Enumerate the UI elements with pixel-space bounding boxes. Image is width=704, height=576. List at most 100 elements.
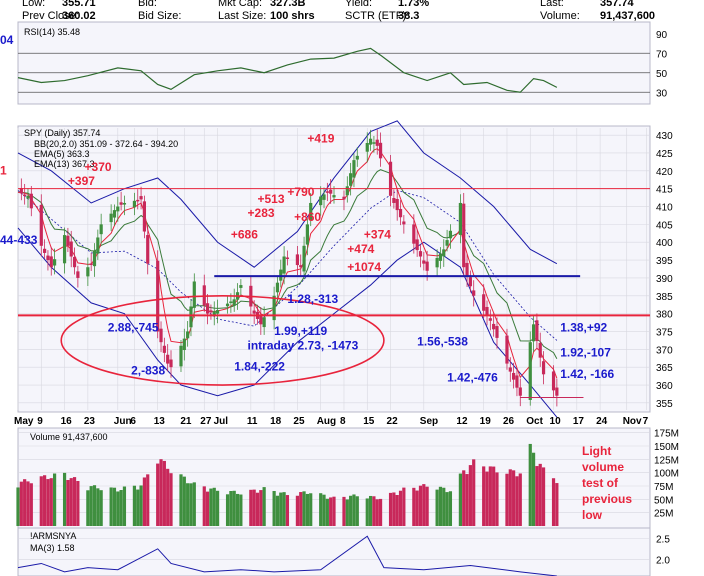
volume-bar [62,472,67,526]
x-tick-label: Jul [214,416,229,427]
candle-body [136,199,140,202]
volume-bar [322,494,326,526]
arms-ma-line [17,535,557,576]
candle-body [259,315,263,325]
volume-bar [518,473,522,526]
volume-bar [146,474,150,526]
volume-bar [92,485,97,526]
arms-tick-label: 2.5 [656,534,670,545]
bollinger-lower [17,227,558,418]
volume-bar [368,495,373,526]
rsi-tick-label: 70 [656,49,668,60]
price-tick-label: 400 [656,238,673,249]
volume-bar [438,486,443,526]
header-label: Low: [22,0,45,9]
candle-body [402,221,406,225]
volume-bar [345,499,349,526]
volume-bar [295,495,300,526]
volume-bar [468,465,472,526]
volume-bar [425,486,429,526]
tick-annotation: +513 [257,192,284,206]
candle-body [422,260,426,264]
arms-panel [17,527,651,576]
candle-body [192,281,196,308]
volume-bar [319,493,323,526]
candle-body [485,306,489,316]
volume-bar [182,476,186,526]
volume-bar [505,473,509,526]
x-tick-label: 11 [247,416,258,427]
candle-body [272,295,276,321]
volume-tick-label: 100M [654,469,679,480]
x-tick-label: 12 [456,416,468,427]
candle-body [541,361,546,375]
volume-bar [209,488,213,526]
volume-bar [76,480,80,526]
header-label: Volume: [540,10,580,22]
tick-annotation: +860 [294,210,321,224]
volume-bar [225,494,230,526]
candle-body [232,299,236,306]
x-tick-label: 22 [387,416,399,427]
rsi-left-edge-text: 04 [0,33,14,47]
rsi-layer: 30 50 70 90 [17,30,668,99]
price-tick-label: 375 [656,327,673,338]
volume-bar [458,473,462,526]
volume-bar [132,485,137,526]
side-note-line: test of [582,476,619,490]
volume-bar [378,498,383,526]
price-tick-label: 430 [656,131,673,142]
rsi-panel [17,21,651,105]
volume-bar [166,468,170,526]
volume-bar [445,492,449,526]
volume-bar [349,495,353,526]
candle-body [239,285,243,288]
candle-body [378,142,383,159]
price-tick-label: 415 [656,185,673,196]
candle-body [69,241,73,257]
price-tick-label: 380 [656,310,673,321]
rsi-tick-label: 50 [656,69,668,80]
candle-body [488,318,492,321]
candle-body [512,372,516,380]
volume-bar [29,483,33,526]
left-edge-text: 44-433 [0,233,38,247]
volume-layer: 25M 50M 75M 100M 125M 150M 175M [16,429,679,526]
breadth-annotation: 1.92,-107 [560,345,611,359]
volume-bar [229,491,233,526]
candle-body [349,173,353,186]
candle-body [285,257,290,259]
volume-bar [192,482,196,526]
candle-body [372,142,376,144]
volume-bar [72,477,77,526]
volume-bar [365,498,369,526]
ema5-legend: EMA(5) 363.3 [34,149,90,159]
candle-body [352,160,356,178]
candle-body [156,260,160,332]
volume-bar [202,486,206,526]
candle-body [86,267,90,277]
candle-body [186,331,190,339]
volume-bar [332,496,336,526]
candle-body [425,261,429,271]
volume-bar [46,479,50,526]
volume-bar [232,490,236,526]
volume-bar [551,478,556,526]
side-note-line: volume [582,460,624,474]
candle-body [322,194,326,200]
candle-body [465,262,469,277]
volume-bar [43,475,47,526]
breadth-annotation: 1.99,+119 [274,324,327,338]
lows-ellipse [60,294,385,386]
candle-body [505,335,509,364]
volume-bar [239,494,243,526]
candle-body [345,186,349,196]
candle-body [225,303,230,307]
candle-body [538,342,542,358]
tick-annotation: +374 [364,228,391,242]
breadth-annotation: 1.28,-313 [287,292,338,306]
price-tick-label: 385 [656,292,673,303]
volume-bar [388,492,393,526]
candle-body [445,240,449,246]
x-tick-label: May [14,416,34,427]
